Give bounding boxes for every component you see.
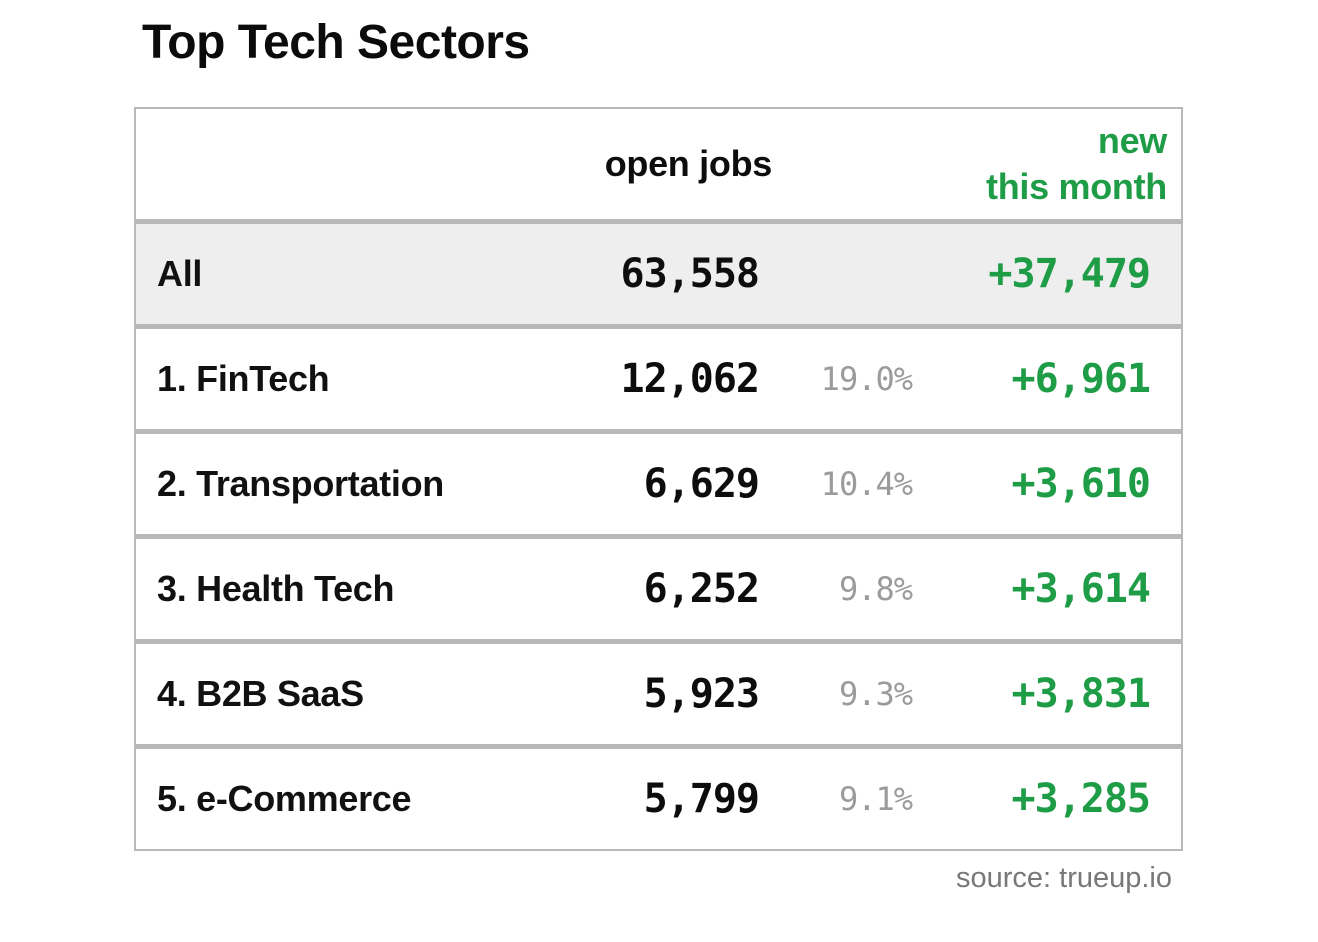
pct-value (759, 274, 912, 275)
open-jobs-value: 12,062 (620, 356, 761, 402)
new-this-month-value: +37,479 (988, 251, 1151, 297)
pct-value: 9.8% (838, 570, 913, 608)
open-jobs-value: 5,799 (643, 776, 760, 822)
table-row: 1. FinTech 12,062 19.0% +6,961 (136, 329, 1181, 429)
sector-label: 2. Transportation (157, 463, 444, 504)
new-this-month-value: +3,610 (1011, 461, 1152, 507)
open-jobs-value: 6,252 (643, 566, 760, 612)
header-sector-spacer (136, 164, 529, 165)
table-row: 3. Health Tech 6,252 9.8% +3,614 (136, 539, 1181, 639)
header-new-line1: new (1097, 120, 1167, 161)
table-row: 2. Transportation 6,629 10.4% +3,610 (136, 434, 1181, 534)
pct-value: 19.0% (820, 360, 913, 398)
new-this-month-value: +3,831 (1011, 671, 1152, 717)
table-row: 4. B2B SaaS 5,923 9.3% +3,831 (136, 644, 1181, 744)
sector-label: 1. FinTech (157, 358, 330, 399)
table-header-row: open jobs new this month (136, 109, 1181, 219)
table-row: 5. e-Commerce 5,799 9.1% +3,285 (136, 749, 1181, 849)
sector-label: 4. B2B SaaS (157, 673, 364, 714)
header-new-this-month: new this month (912, 118, 1181, 210)
open-jobs-value: 6,629 (643, 461, 760, 507)
open-jobs-value: 5,923 (643, 671, 760, 717)
header-open-jobs: open jobs (604, 143, 773, 184)
sector-label: 3. Health Tech (157, 568, 395, 609)
sectors-table: open jobs new this month All 63,558 +37,… (134, 107, 1183, 851)
header-pct-spacer (759, 164, 912, 165)
pct-value: 9.1% (838, 780, 913, 818)
source-attribution: source: trueup.io (955, 862, 1172, 894)
new-this-month-value: +3,614 (1011, 566, 1152, 612)
new-this-month-value: +6,961 (1011, 356, 1152, 402)
header-new-line2: this month (986, 166, 1167, 207)
pct-value: 9.3% (838, 675, 913, 713)
pct-value: 10.4% (820, 465, 913, 503)
sector-label: 5. e-Commerce (157, 778, 412, 819)
sector-label: All (157, 253, 203, 294)
page-title: Top Tech Sectors (142, 16, 530, 69)
table-row-all: All 63,558 +37,479 (136, 224, 1181, 324)
new-this-month-value: +3,285 (1011, 776, 1152, 822)
open-jobs-value: 63,558 (620, 251, 761, 297)
